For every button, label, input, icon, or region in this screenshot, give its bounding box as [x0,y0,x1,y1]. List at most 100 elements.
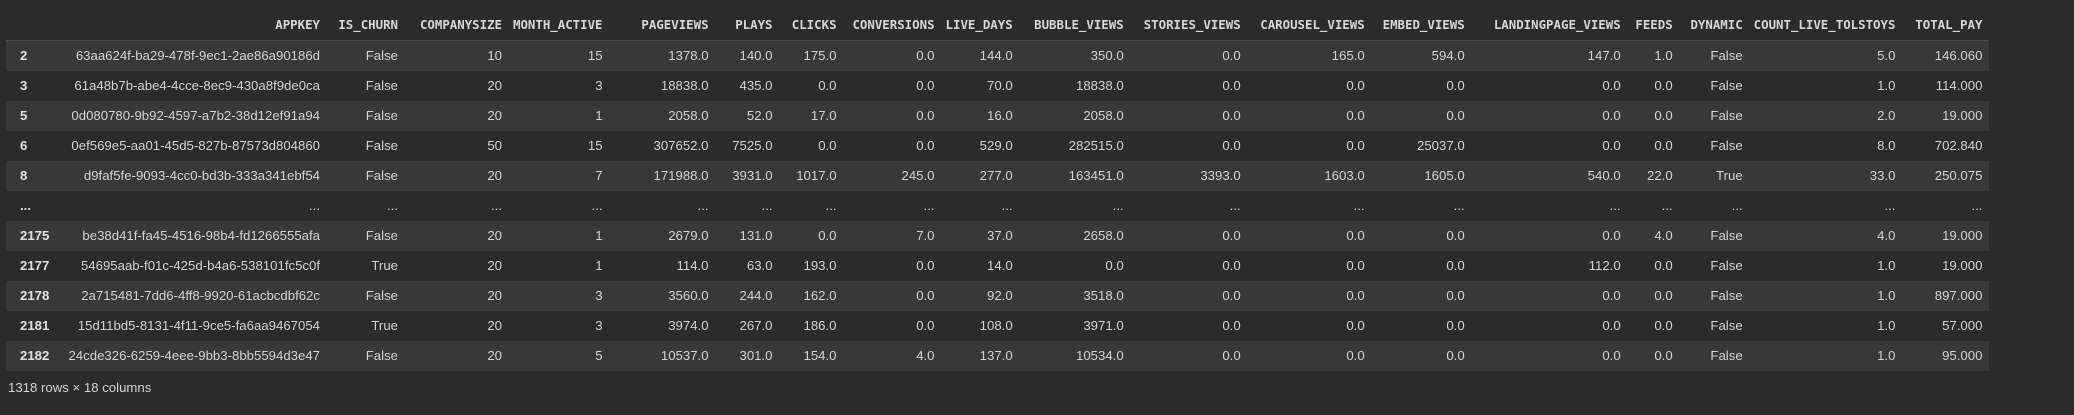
table-cell: 0.0 [1446,258,1465,273]
table-cell: 50 [487,138,502,153]
table-cell: False [1710,288,1743,303]
table-cell: False [1710,228,1743,243]
table-cell: 165.0 [1331,48,1365,63]
table-cell: 14.0 [987,258,1013,273]
table-cell: 20 [487,258,502,273]
table-cell: 1017.0 [796,168,837,183]
table-cell: 529.0 [979,138,1013,153]
table-cell: 10 [487,48,502,63]
table-cell: 0.0 [1346,138,1365,153]
table-cell: ... [1731,198,1743,213]
table-cell: 0.0 [1222,348,1241,363]
table-cell: 131.0 [739,228,773,243]
table-cell: 0.0 [1654,78,1673,93]
column-header: CLICKS [779,6,844,41]
table-cell: 0.0 [916,78,935,93]
column-header: LANDINGPAGE_VIEWS [1471,6,1628,41]
column-header: PLAYS [715,6,780,41]
table-body: 2 63aa624f-ba29-478f-9ec1-2ae86a90186d Fal… [6,40,1990,371]
table-cell: 0.0 [1446,78,1465,93]
table-cell: 0.0 [818,228,837,243]
table-cell: 3393.0 [1200,168,1241,183]
header-row: APPKEY IS_CHURN COMPANYSIZE MONTH_ACTIVE PAG… [6,6,1990,41]
table-cell: 307652.0 [653,138,709,153]
table-cell: 350.0 [1090,48,1124,63]
table-cell: 0.0 [1346,228,1365,243]
table-cell: 0.0 [1654,288,1673,303]
table-cell: 2058.0 [668,108,709,123]
column-header: PAGEVIEWS [609,6,716,41]
table-cell: 0.0 [1602,348,1621,363]
table-cell: 0.0 [1222,48,1241,63]
table-cell: 70.0 [987,78,1013,93]
table-row: 2178 2a715481-7dd6-4ff8-9920-61acbcdbf62c… [6,281,1990,311]
table-cell: ... [1229,198,1241,213]
table-cell: 0.0 [1602,228,1621,243]
table-row: 3 61a48b7b-abe4-4cce-8ec9-430a8f9de0ca Fal… [6,71,1990,101]
table-cell: 25037.0 [1417,138,1465,153]
table-cell: 0.0 [1446,348,1465,363]
table-cell: True [1716,168,1743,183]
table-cell: ... [309,198,320,213]
table-cell: 2a715481-7dd6-4ff8-9920-61acbcdbf62c [81,288,320,303]
table-cell: 175.0 [803,48,837,63]
table-cell: d9faf5fe-9093-4cc0-bd3b-333a341ebf54 [83,168,320,183]
table-cell: 57.000 [1942,318,1983,333]
table-cell: False [1710,48,1743,63]
table-cell: 0.0 [1346,348,1365,363]
table-cell: 0.0 [1222,138,1241,153]
table-cell: 540.0 [1587,168,1621,183]
table-cell: 137.0 [979,348,1013,363]
table-cell: 0.0 [1654,318,1673,333]
table-cell: 114.000 [1935,78,1983,93]
table-cell: 5 [595,348,603,363]
table-cell: ... [1971,198,1983,213]
index-header [6,6,60,41]
table-cell: 0.0 [1446,108,1465,123]
column-header: COMPANYSIZE [405,6,509,41]
table-cell: 20 [487,348,502,363]
table-cell: 20 [487,288,502,303]
table-cell: 140.0 [739,48,773,63]
table-cell: 0d080780-9b92-4597-a7b2-38d12ef91a94 [71,108,320,123]
table-cell: 1378.0 [668,48,709,63]
table-cell: 20 [487,78,502,93]
table-cell: 20 [487,318,502,333]
table-cell: ... [761,198,773,213]
table-row: 2182 24cde326-6259-4eee-9bb3-8bb5594d3e47… [6,341,1990,371]
table-cell: 3931.0 [732,168,773,183]
table-cell: ... [923,198,935,213]
table-cell: 435.0 [739,78,773,93]
table-cell: ... [1001,198,1013,213]
table-cell: 154.0 [803,348,837,363]
column-header: DYNAMIC [1679,6,1750,41]
column-header: TOTAL_PAY [1902,6,1990,41]
ellipsis-row: ........................................… [6,191,1990,221]
table-cell: 0.0 [1346,318,1365,333]
table-row: 8 d9faf5fe-9093-4cc0-bd3b-333a341ebf54 Fal… [6,161,1990,191]
row-index: 2175 [20,228,50,243]
table-cell: 5.0 [1877,48,1896,63]
table-cell: 15 [587,48,603,63]
table-cell: 10534.0 [1076,348,1124,363]
table-cell: 282515.0 [1068,138,1124,153]
column-header: MONTH_ACTIVE [509,6,610,41]
table-cell: 0.0 [1346,258,1365,273]
table-cell: 0.0 [916,258,935,273]
table-cell: 0.0 [1654,258,1673,273]
table-cell: 3971.0 [1083,318,1124,333]
table-cell: 17.0 [810,108,837,123]
table-cell: False [1710,348,1743,363]
table-cell: 1605.0 [1424,168,1465,183]
table-cell: 2658.0 [1083,228,1124,243]
table-cell: 19.000 [1942,108,1983,123]
table-cell: 7 [595,168,603,183]
table-cell: 3518.0 [1083,288,1124,303]
table-cell: 33.0 [1869,168,1896,183]
table-cell: ... [697,198,709,213]
table-row: 2175 be38d41f-fa45-4516-98b4-fd1266555afa… [6,221,1990,251]
table-cell: ... [1112,198,1124,213]
table-cell: 3974.0 [668,318,709,333]
dataframe-table: APPKEY IS_CHURN COMPANYSIZE MONTH_ACTIVE PAG… [6,6,1990,371]
table-cell: 1.0 [1877,78,1896,93]
